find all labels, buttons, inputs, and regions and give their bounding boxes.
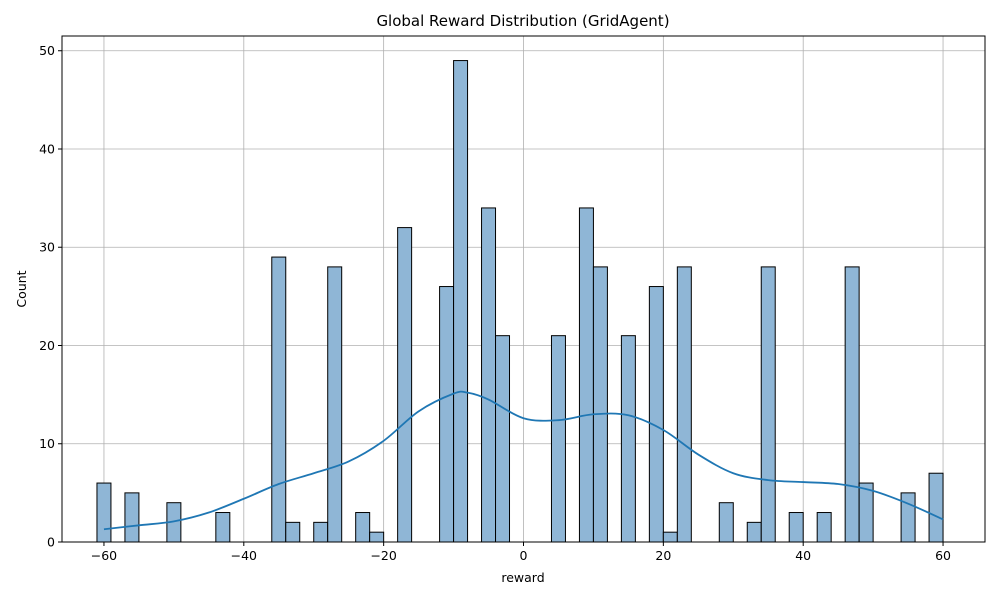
histogram-bar [285,521,301,543]
histogram-bar [453,60,469,543]
histogram-bar [313,521,329,543]
x-tick-label: 0 [520,548,528,563]
histogram-bar [578,207,594,543]
histogram-bars [96,60,944,543]
y-tick-label: 40 [39,141,55,156]
histogram-bar [96,482,112,543]
histogram-bar [397,227,413,543]
x-tick-label: 20 [655,548,671,563]
histogram-bar [592,266,608,543]
histogram-bar [495,335,511,543]
kde-line [103,390,944,531]
x-tick-label: −20 [370,548,396,563]
y-axis-ticks: 0 10 20 30 40 50 [39,43,62,550]
histogram-bar [369,531,385,543]
x-tick-label: −40 [231,548,257,563]
histogram-bar [858,482,874,543]
histogram-bar [676,266,692,543]
histogram-bar [844,266,860,543]
y-tick-label: 20 [39,338,55,353]
histogram-bar [900,492,916,543]
chart-title: Global Reward Distribution (GridAgent) [376,12,669,30]
histogram-bar [481,207,497,543]
histogram-bar [271,256,287,543]
histogram-bar [788,512,804,543]
y-tick-label: 30 [39,240,55,255]
x-tick-label: 40 [795,548,811,563]
histogram-bar [550,335,566,543]
histogram-bar [760,266,776,543]
histogram-bar [355,512,371,543]
x-tick-label: −60 [91,548,117,563]
histogram-bar [718,502,734,543]
y-tick-label: 10 [39,436,55,451]
histogram-bar [327,266,343,543]
y-tick-label: 0 [47,535,55,550]
histogram-bar [215,512,231,543]
histogram-bar [124,492,140,543]
histogram-bar [439,286,455,543]
histogram-bar [620,335,636,543]
histogram-bar [662,531,678,543]
x-tick-label: 60 [935,548,951,563]
x-axis-ticks: −60 −40 −20 0 20 40 60 [91,542,951,563]
histogram-bar [928,472,944,543]
y-axis-label: Count [14,270,29,307]
histogram-bar [648,286,664,543]
histogram-bar [746,521,762,543]
x-axis-label: reward [501,570,544,585]
histogram-bar [816,512,832,543]
y-tick-label: 50 [39,43,55,58]
